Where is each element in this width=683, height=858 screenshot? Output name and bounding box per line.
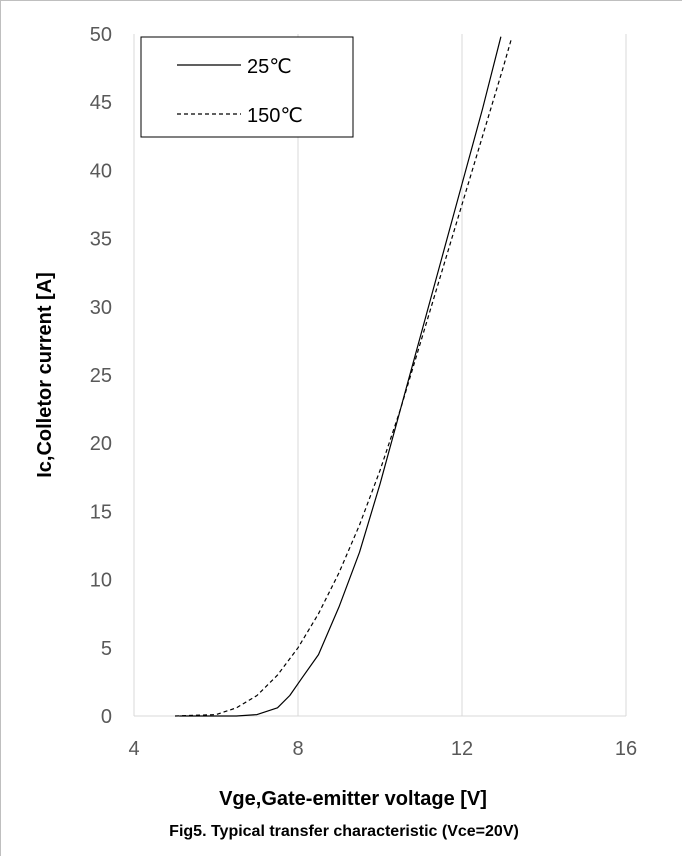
y-tick-label: 10 xyxy=(90,570,112,592)
y-tick-label: 45 xyxy=(90,92,112,114)
legend-label-25c: 25℃ xyxy=(247,56,292,78)
y-tick-labels: 0 5 10 15 20 25 30 35 40 45 50 xyxy=(90,24,112,728)
y-tick-label: 0 xyxy=(101,706,112,728)
y-tick-label: 20 xyxy=(90,433,112,455)
y-tick-label: 5 xyxy=(101,638,112,660)
y-tick-label: 25 xyxy=(90,365,112,387)
y-tick-label: 40 xyxy=(90,160,112,182)
x-tick-labels: 4 8 12 16 xyxy=(128,738,637,760)
legend-box xyxy=(140,36,354,138)
y-tick-label: 15 xyxy=(90,501,112,523)
grid-lines xyxy=(133,34,627,716)
x-tick-label: 16 xyxy=(615,738,637,760)
legend-label-150c: 150℃ xyxy=(247,105,303,127)
series-line-25c xyxy=(179,36,502,717)
y-tick-label: 35 xyxy=(90,229,112,251)
legend: 25℃ 150℃ xyxy=(140,36,354,138)
series-layer xyxy=(174,36,512,717)
x-tick-label: 12 xyxy=(451,738,473,760)
x-tick-label: 4 xyxy=(128,738,139,760)
x-axis-title: Vge,Gate-emitter voltage [V] xyxy=(219,788,487,810)
x-tick-label: 8 xyxy=(292,738,303,760)
figure-caption: Fig5. Typical transfer characteristic (V… xyxy=(169,823,519,840)
y-tick-label: 30 xyxy=(90,297,112,319)
y-tick-label: 50 xyxy=(90,24,112,46)
y-axis-title: Ic,Colletor current [A] xyxy=(34,272,56,478)
series-line-150c xyxy=(174,39,512,717)
